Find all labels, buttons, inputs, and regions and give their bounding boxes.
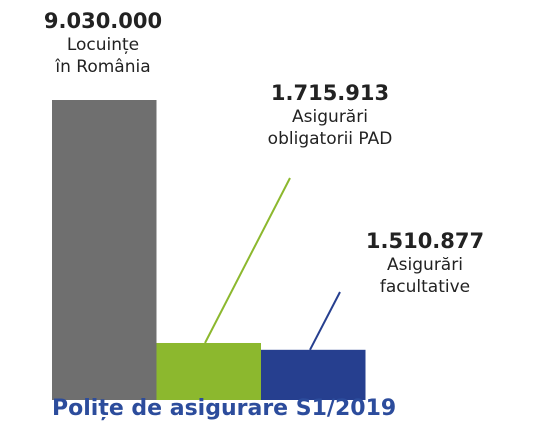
value-label: 1.715.913 <box>270 81 390 105</box>
value-label: 1.510.877 <box>365 229 485 253</box>
bar <box>261 349 366 400</box>
leader-line <box>204 177 291 344</box>
category-label: Asigurări obligatorii PAD <box>267 107 393 149</box>
category-label: Locuințe în România <box>55 35 151 77</box>
category-label: Asigurări facultative <box>379 255 471 297</box>
bar <box>52 100 157 400</box>
chart-title: Polițe de asigurare S1/2019 <box>52 396 397 421</box>
leader-line <box>309 291 341 351</box>
bar <box>156 342 261 400</box>
value-label: 9.030.000 <box>43 9 163 33</box>
